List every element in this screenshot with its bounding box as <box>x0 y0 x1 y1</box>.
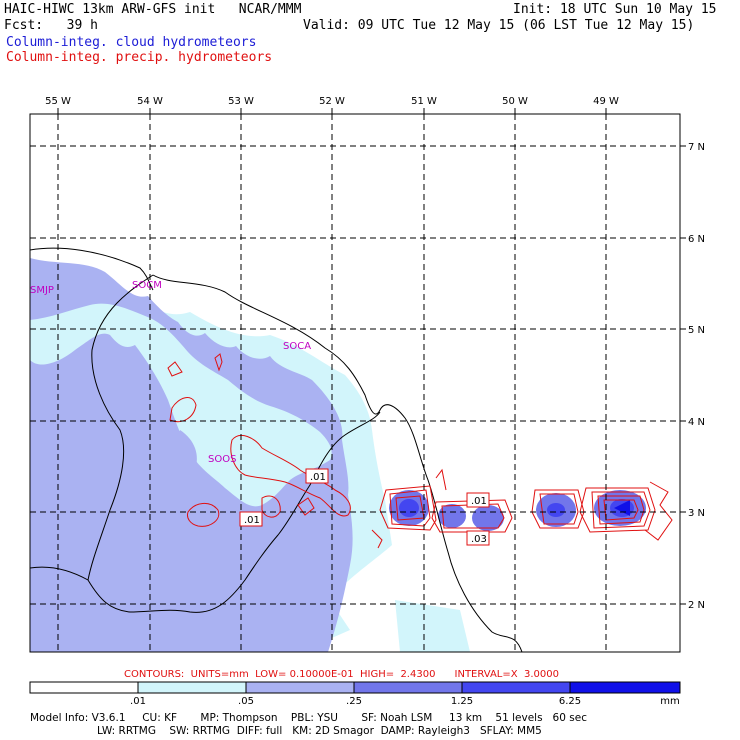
contours-info: CONTOURS: UNITS=mm LOW= 0.10000E-01 HIGH… <box>124 669 559 680</box>
station-label-smjp: SMJP <box>30 285 54 296</box>
colorbar-segment <box>137 681 247 694</box>
lat-label: 5 N <box>688 325 705 336</box>
model-info-line2: LW: RRTMG SW: RRTMG DIFF: full KM: 2D Sm… <box>97 725 542 737</box>
contour-label-box <box>466 492 490 508</box>
header-left-line1: HAIC-HIWC 13km ARW-GFS init NCAR/MMM <box>4 2 302 17</box>
station-label-socm: SOCM <box>132 280 162 291</box>
header-forecast-hour: Fcst: 39 h <box>4 18 98 33</box>
lat-label: 6 N <box>688 234 705 245</box>
lat-label: 4 N <box>688 417 705 428</box>
legend-precip-field: Column-integ. precip. hydrometeors <box>6 50 273 65</box>
lat-label: 3 N <box>688 508 705 519</box>
colorbar-segment <box>461 681 571 694</box>
header-init-time: Init: 18 UTC Sun 10 May 15 <box>513 2 717 17</box>
axis-ticks <box>57 108 686 605</box>
contour-label: .01 <box>244 515 260 526</box>
colorbar-tick: 1.25 <box>451 696 473 707</box>
colorbar-segment <box>569 681 681 694</box>
contour-label: .01 <box>471 496 487 507</box>
map-frame <box>29 113 681 653</box>
lon-label: 54 W <box>137 96 163 107</box>
legend-cloud-field: Column-integ. cloud hydrometeors <box>6 35 257 50</box>
contour-label-box <box>305 468 329 484</box>
lon-label: 50 W <box>502 96 528 107</box>
colorbar-tick: 6.25 <box>559 696 581 707</box>
station-label-soos: SOOS <box>208 454 236 465</box>
station-label-soca: SOCA <box>283 341 311 352</box>
colorbar-unit: mm <box>660 696 679 707</box>
contour-label: .03 <box>471 534 487 545</box>
precip-cores <box>389 490 646 531</box>
colorbar-tick: .01 <box>130 696 146 707</box>
colorbar-segment <box>29 681 139 694</box>
lon-label: 53 W <box>228 96 254 107</box>
lon-label: 55 W <box>45 96 71 107</box>
lon-label: 51 W <box>411 96 437 107</box>
colorbar-tick: .05 <box>238 696 254 707</box>
cloud-field-medium <box>30 258 353 652</box>
contour-label: .01 <box>310 472 326 483</box>
graticule <box>30 114 680 652</box>
contour-label-box <box>239 511 263 527</box>
lat-label: 2 N <box>688 600 705 611</box>
header-valid-time: Valid: 09 UTC Tue 12 May 15 (06 LST Tue … <box>303 18 695 33</box>
colorbar-tick: .25 <box>346 696 362 707</box>
colorbar-segment <box>245 681 355 694</box>
lat-label: 7 N <box>688 142 705 153</box>
coastlines <box>30 247 523 652</box>
colorbar <box>29 681 681 694</box>
model-info-line1: Model Info: V3.6.1 CU: KF MP: Thompson P… <box>30 712 587 724</box>
lon-label: 49 W <box>593 96 619 107</box>
colorbar-segment <box>353 681 463 694</box>
lon-label: 52 W <box>319 96 345 107</box>
contour-label-box <box>466 530 490 546</box>
